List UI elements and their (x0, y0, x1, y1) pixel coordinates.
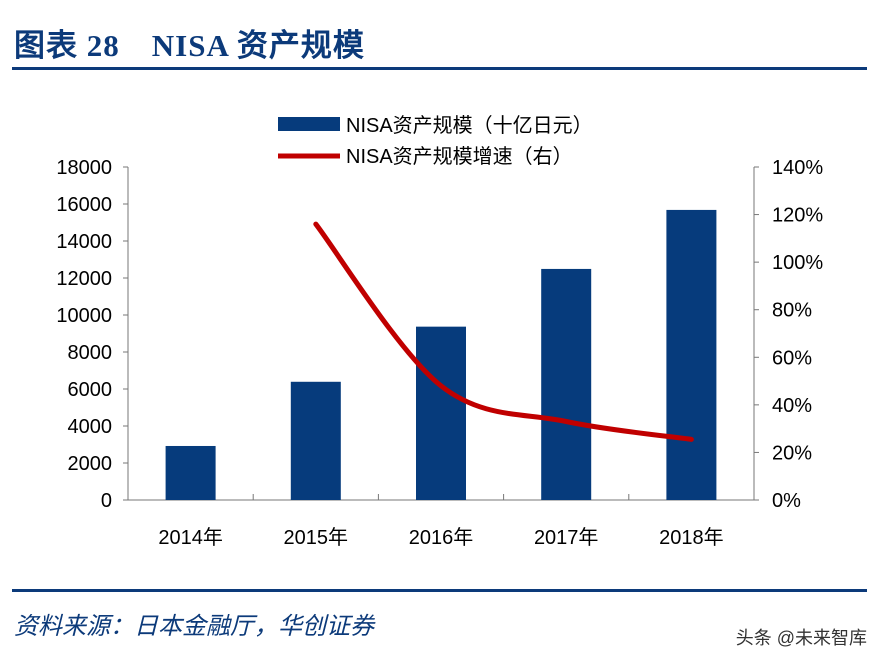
watermark: 头条 @未来智库 (735, 628, 867, 648)
x-tick-label: 2018年 (659, 526, 724, 549)
x-tick-label: 2015年 (284, 526, 349, 549)
x-tick-label: 2017年 (534, 526, 599, 549)
bar-2016年 (416, 326, 466, 500)
bottom-rule (12, 589, 867, 592)
left-tick-label: 6000 (68, 379, 113, 401)
left-tick-label: 18000 (56, 157, 112, 179)
right-tick-label: 60% (772, 347, 812, 369)
left-tick-label: 4000 (68, 416, 113, 438)
left-tick-label: 0 (101, 490, 112, 512)
bar-2018年 (666, 209, 717, 501)
left-tick-label: 16000 (56, 194, 112, 216)
top-rule (12, 67, 867, 70)
chart: 0 2000 4000 6000 8000 10000 12000 14000 16000 180… (56, 114, 823, 549)
legend-line-label: NISA资产规模增速（右） (346, 145, 573, 168)
right-tick-label: 80% (772, 300, 812, 322)
right-tick-label: 120% (772, 205, 823, 227)
source-note: 资料来源：日本金融厅，华创证券 (14, 612, 374, 640)
left-tick-label: 12000 (56, 268, 112, 290)
right-tick-label: 0% (772, 490, 801, 512)
x-tick-label: 2016年 (409, 526, 474, 549)
left-tick-label: 10000 (56, 305, 112, 327)
left-tick-label: 2000 (68, 453, 113, 475)
left-tick-label: 8000 (68, 342, 113, 364)
bar-2015年 (290, 381, 341, 500)
right-tick-label: 140% (772, 157, 823, 179)
legend-bar-label: NISA资产规模（十亿日元） (346, 114, 593, 137)
left-tick-label: 14000 (56, 231, 112, 253)
figure-title: 图表 28 NISA 资产规模 (14, 28, 365, 63)
bar-2017年 (541, 268, 592, 500)
x-tick-label: 2014年 (158, 526, 223, 549)
right-tick-label: 20% (772, 442, 812, 464)
legend-bar-swatch (278, 117, 340, 131)
bar-2014年 (165, 445, 216, 500)
right-tick-label: 100% (772, 252, 823, 274)
growth-line (313, 221, 694, 442)
right-tick-label: 40% (772, 395, 812, 417)
